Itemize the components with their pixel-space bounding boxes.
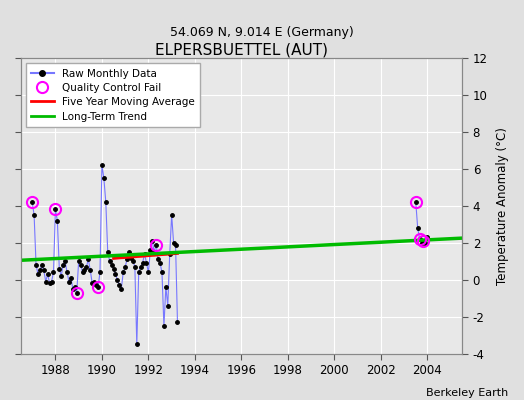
Text: 54.069 N, 9.014 E (Germany): 54.069 N, 9.014 E (Germany) <box>170 26 354 39</box>
Y-axis label: Temperature Anomaly (°C): Temperature Anomaly (°C) <box>496 127 509 285</box>
Title: ELPERSBUETTEL (AUT): ELPERSBUETTEL (AUT) <box>155 43 328 58</box>
Legend: Raw Monthly Data, Quality Control Fail, Five Year Moving Average, Long-Term Tren: Raw Monthly Data, Quality Control Fail, … <box>26 63 200 127</box>
Text: Berkeley Earth: Berkeley Earth <box>426 388 508 398</box>
